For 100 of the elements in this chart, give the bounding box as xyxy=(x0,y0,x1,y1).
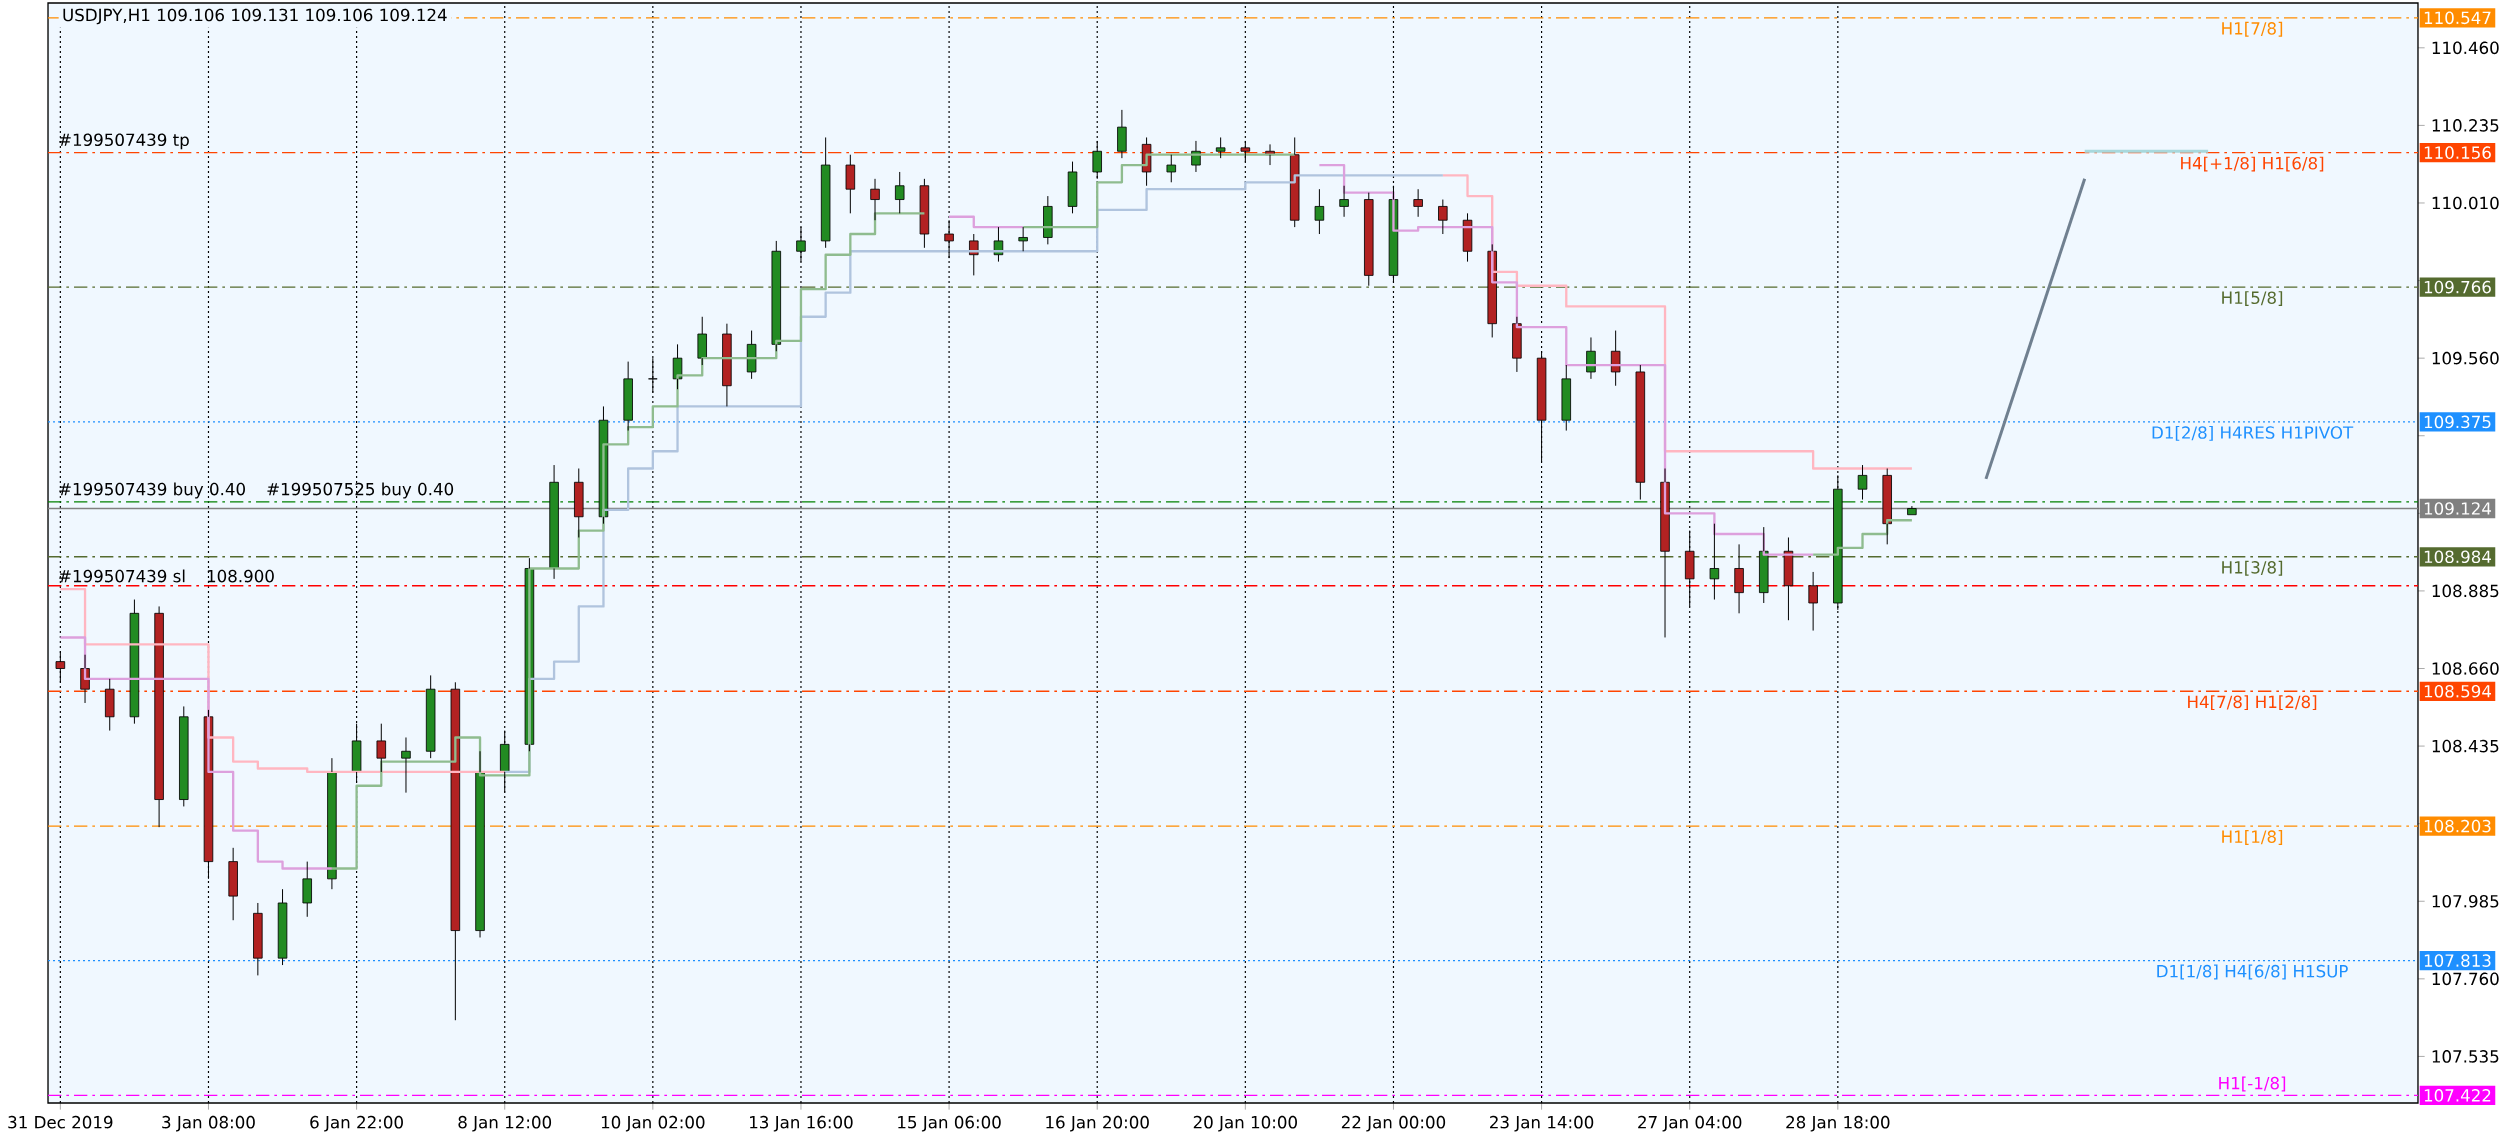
annotation: #199507439 tp xyxy=(59,133,189,150)
candlestick xyxy=(1314,188,1325,235)
ref-line-label: H4[7/8] H1[2/8] xyxy=(2188,695,2317,711)
candlestick xyxy=(1339,185,1349,218)
y2-tick-label: 107.813 xyxy=(2424,954,2491,967)
candlestick xyxy=(820,136,831,249)
y2-tick-label: 109.375 xyxy=(2424,415,2491,429)
candlestick xyxy=(1734,543,1744,614)
ref-line-label: H1[3/8] xyxy=(2222,560,2283,576)
candlestick xyxy=(796,226,806,263)
y-tick-label: 110.460 xyxy=(2432,41,2499,55)
candlestick xyxy=(1684,530,1695,607)
y-tick-label: 110.010 xyxy=(2432,196,2499,210)
candlestick xyxy=(1067,161,1078,214)
candlestick xyxy=(1759,526,1769,604)
y-tick-label: 107.760 xyxy=(2432,972,2499,986)
candlestick xyxy=(919,178,930,249)
candlestick xyxy=(1709,523,1720,601)
candlestick xyxy=(1561,364,1572,432)
candlestick xyxy=(574,468,584,538)
y2-tick-label: 109.124 xyxy=(2424,502,2491,515)
x-tick-label: 27 Jan 04:00 xyxy=(1638,1115,1742,1132)
y2-tick-label: 110.547 xyxy=(2424,11,2491,25)
candlestick xyxy=(894,171,905,214)
candlestick xyxy=(154,605,164,828)
candlestick xyxy=(944,219,954,259)
x-tick-label: 13 Jan 16:00 xyxy=(750,1115,853,1132)
y2-tick-label: 109.766 xyxy=(2424,280,2491,294)
candlestick xyxy=(1240,140,1251,163)
candlestick xyxy=(1364,192,1374,287)
candlestick xyxy=(1289,136,1300,228)
candlestick xyxy=(376,723,387,773)
candlestick xyxy=(1635,364,1646,501)
x-tick-label: 22 Jan 00:00 xyxy=(1341,1115,1446,1132)
candlestick xyxy=(623,361,633,432)
candlestick xyxy=(1808,571,1818,632)
candlestick xyxy=(1610,330,1621,387)
chart-title: USDJPY,H1 109.106 109.131 109.106 109.124 xyxy=(63,8,447,25)
candlestick xyxy=(1166,154,1177,183)
candlestick xyxy=(1857,464,1868,501)
x-tick-label: 15 Jan 06:00 xyxy=(898,1115,1001,1132)
ref-line-label: H1[-1/8] xyxy=(2219,1076,2286,1092)
ref-line-label: H4[+1/8] H1[6/8] xyxy=(2181,156,2324,172)
candlestick xyxy=(722,323,732,407)
ref-line-label: H1[7/8] xyxy=(2222,21,2283,37)
candlestick xyxy=(771,240,782,352)
candlestick xyxy=(327,757,337,890)
annotation: #199507439 buy 0.40 xyxy=(59,482,245,499)
x-tick-label: 16 Jan 20:00 xyxy=(1046,1115,1149,1132)
ref-line-label: H1[1/8] xyxy=(2222,830,2283,845)
candlestick xyxy=(104,678,115,732)
y2-tick-label: 108.594 xyxy=(2424,684,2491,698)
y-tick-label: 108.660 xyxy=(2432,662,2499,675)
candlestick xyxy=(870,178,880,221)
ref-line-label: D1[1/8] H4[6/8] H1SUP xyxy=(2157,964,2348,980)
candlestick xyxy=(1783,536,1794,621)
candlestick xyxy=(845,154,856,214)
candlestick xyxy=(1586,336,1596,380)
x-tick-label: 20 Jan 10:00 xyxy=(1193,1115,1297,1132)
annotation: #199507525 buy 0.40 xyxy=(267,482,454,499)
y-tick-label: 108.435 xyxy=(2432,739,2499,753)
candlestick xyxy=(1117,109,1127,159)
candlestick xyxy=(746,330,757,380)
annotation: 108.900 xyxy=(207,569,274,583)
candlestick xyxy=(129,599,140,725)
candlestick xyxy=(1462,212,1473,263)
ref-line-label: D1[2/8] H4RES H1PIVOT xyxy=(2152,425,2354,441)
candlestick xyxy=(1018,226,1028,252)
candlestick xyxy=(425,674,436,759)
candlestick xyxy=(302,861,312,918)
x-tick-label: 28 Jan 18:00 xyxy=(1786,1115,1890,1132)
candlestick xyxy=(549,464,559,580)
y-tick-label: 107.535 xyxy=(2432,1050,2499,1063)
candlestick xyxy=(253,902,263,976)
y-tick-label: 110.235 xyxy=(2432,119,2499,132)
x-tick-label: 3 Jan 08:00 xyxy=(162,1115,255,1132)
y-tick-label: 109.560 xyxy=(2432,351,2499,365)
y-tick-label: 108.885 xyxy=(2432,584,2499,598)
x-tick-label: 6 Jan 22:00 xyxy=(310,1115,403,1132)
y2-tick-label: 108.984 xyxy=(2424,550,2491,564)
candlestick xyxy=(475,750,485,938)
x-tick-label: 31 Dec 2019 xyxy=(8,1115,113,1129)
candlestick xyxy=(1092,140,1102,180)
y2-tick-label: 110.156 xyxy=(2424,146,2491,159)
x-tick-label: 8 Jan 12:00 xyxy=(458,1115,552,1132)
x-tick-label: 23 Jan 14:00 xyxy=(1490,1115,1594,1132)
candlestick xyxy=(697,316,707,366)
ref-line-label: H1[5/8] xyxy=(2222,291,2283,306)
candlestick xyxy=(1512,316,1522,373)
annotation: #199507439 sl xyxy=(59,569,185,583)
candlestick xyxy=(228,847,238,921)
candlestick xyxy=(450,681,461,1021)
candlestick xyxy=(1413,188,1423,218)
candlestick xyxy=(1536,350,1547,463)
x-tick-label: 10 Jan 02:00 xyxy=(601,1115,705,1132)
candlestick xyxy=(351,723,362,783)
candlestick xyxy=(1215,136,1226,159)
y2-tick-label: 108.203 xyxy=(2424,819,2491,833)
candlestick xyxy=(277,888,288,966)
candlestick xyxy=(499,730,510,794)
